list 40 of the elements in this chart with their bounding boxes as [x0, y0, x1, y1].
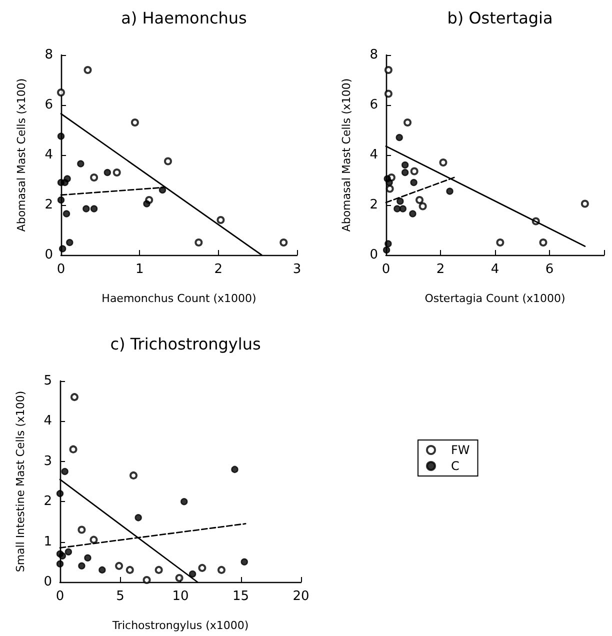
chart-title: c) Trichostrongylus: [110, 334, 261, 354]
y-tick-label: 8: [370, 48, 378, 62]
y-tick-label: 5: [44, 374, 52, 388]
x-tick-label: 1: [136, 262, 144, 277]
x-tick-label: 10: [172, 589, 189, 604]
chart-title: a) Haemonchus: [121, 8, 247, 28]
x-tick-label: 6: [545, 262, 554, 277]
y-axis-title: Abomasal Mast Cells (x100): [15, 78, 28, 232]
y-tick-label: 2: [44, 494, 52, 510]
x-tick-label: 0: [382, 262, 390, 277]
y-tick-label: 2: [44, 198, 53, 212]
y-tick-label: 0: [44, 574, 52, 590]
x-axis-title: Ostertagia Count (x1000): [424, 292, 566, 305]
x-tick-label: 4: [490, 262, 500, 277]
y-tick-label: 8: [44, 48, 53, 62]
x-tick-label: 5: [116, 589, 124, 604]
legend-label: C: [451, 459, 460, 473]
x-tick-label: 20: [292, 589, 310, 604]
x-axis-title: Trichostrongylus (x1000): [111, 619, 249, 632]
y-tick-label: 4: [44, 148, 53, 162]
y-tick-label: 2: [370, 198, 378, 212]
chart-title: b) Ostertagia: [447, 8, 553, 28]
y-tick-label: 6: [44, 98, 53, 112]
y-tick-label: 1: [44, 534, 52, 550]
x-tick-label: 3: [292, 262, 302, 277]
y-tick-label: 0: [370, 248, 378, 262]
x-tick-label: 15: [232, 589, 250, 604]
y-tick-label: 3: [44, 454, 52, 469]
x-axis-title: Haemonchus Count (x1000): [102, 292, 256, 305]
y-axis-title: Abomasal Mast Cells (x100): [340, 78, 353, 232]
y-tick-label: 4: [44, 414, 52, 429]
x-tick-label: 2: [436, 262, 445, 277]
x-tick-label: 0: [56, 262, 66, 277]
y-tick-label: 4: [370, 148, 378, 162]
x-tick-label: 0: [56, 589, 64, 604]
y-tick-label: 6: [370, 98, 378, 112]
y-tick-label: 0: [44, 248, 53, 262]
legend-label: FW: [451, 443, 470, 457]
x-tick-label: 2: [214, 262, 222, 277]
y-axis-title: Small Intestine Mast Cells (x100): [14, 390, 27, 572]
